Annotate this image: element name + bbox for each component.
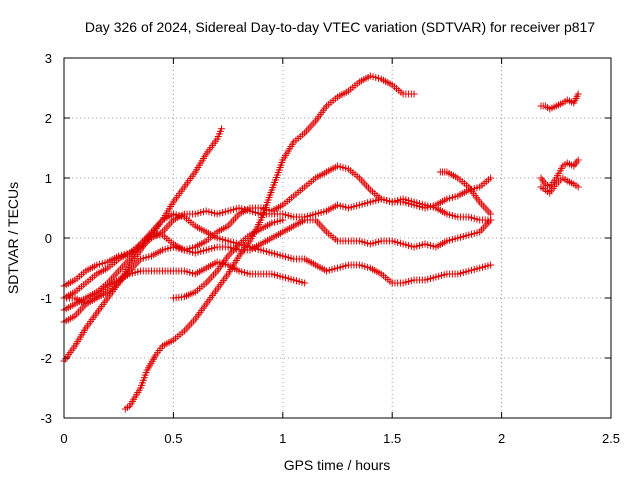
y-tick-label: -1 <box>40 291 52 306</box>
series-track-6 <box>60 258 309 326</box>
x-tick-label: 1.5 <box>383 431 401 446</box>
y-tick-label: 1 <box>45 171 52 186</box>
data-point <box>301 279 309 287</box>
data-point <box>574 90 582 98</box>
y-tick-label: -2 <box>40 351 52 366</box>
series-track-9 <box>436 168 495 218</box>
series-track-8 <box>169 216 287 302</box>
chart-title: Day 326 of 2024, Sidereal Day-to-day VTE… <box>85 19 595 35</box>
series-track-12 <box>537 174 582 197</box>
x-tick-label: 2.5 <box>602 431 620 446</box>
data-point <box>487 261 495 269</box>
y-tick-label: -3 <box>40 411 52 426</box>
y-tick-label: 3 <box>45 51 52 66</box>
y-tick-label: 0 <box>45 231 52 246</box>
tick-layer: 0 0.5 1 1.5 2 2.5 -3 -2 -1 0 1 2 3 <box>40 51 620 446</box>
data-point <box>574 183 582 191</box>
data-layer <box>60 72 582 413</box>
series-track-4 <box>60 162 495 302</box>
data-point <box>487 174 495 182</box>
series-track-11 <box>537 156 582 191</box>
data-point <box>487 216 495 224</box>
x-tick-label: 2 <box>498 431 505 446</box>
y-axis-label: SDTVAR / TECUs <box>5 182 21 294</box>
x-tick-label: 1 <box>279 431 286 446</box>
x-tick-label: 0.5 <box>164 431 182 446</box>
data-point <box>279 216 287 224</box>
data-point <box>410 90 418 98</box>
y-tick-label: 2 <box>45 111 52 126</box>
data-point <box>574 156 582 164</box>
series-track-5 <box>60 210 495 314</box>
data-point <box>487 210 495 218</box>
x-axis-label: GPS time / hours <box>284 457 391 473</box>
series-track-7 <box>60 216 495 308</box>
x-tick-label: 0 <box>60 431 67 446</box>
plot-frame <box>63 57 612 419</box>
series-track-10 <box>537 90 582 113</box>
data-point <box>218 125 226 133</box>
